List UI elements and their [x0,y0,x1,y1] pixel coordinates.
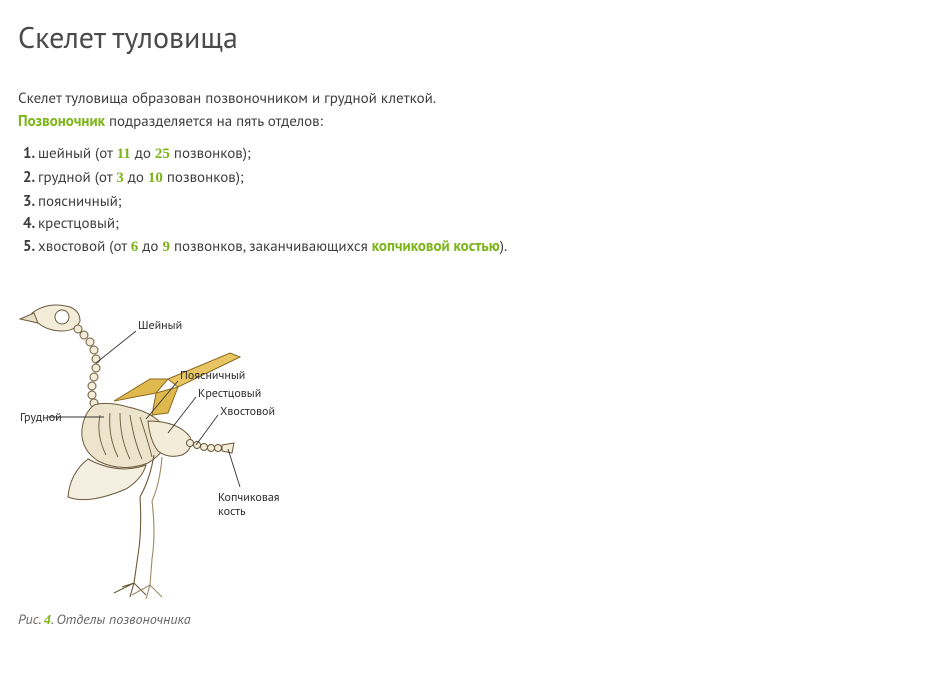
label-pygostyle-1: Копчиковая [218,490,280,505]
spine-sections-list: шейный (от 11 до 25 позвонков); грудной … [18,143,922,259]
text: до [138,237,162,256]
caption-prefix: Рис. [18,610,44,628]
number: 9 [162,239,170,255]
number: 10 [148,170,163,186]
text: ). [500,237,507,256]
number: 25 [155,146,170,162]
caption-number: 4 [44,613,51,628]
label-caudal: Хвостовой [220,404,275,419]
caption-suffix: . Отделы позвоночника [51,610,191,628]
caudal-vertebrae-icon [187,439,222,451]
cervical-vertebrae-icon [74,325,100,407]
term-pygostyle: копчиковой костью [372,237,500,256]
text: позвонков, заканчивающихся [170,237,372,256]
label-sacral: Крестцовый [198,386,261,401]
text: шейный (от [38,144,117,163]
figure: Шейный Грудной Поясничный Крестцовый Хво… [18,283,922,631]
list-item: хвостовой (от 6 до 9 позвонков, заканчив… [38,236,922,259]
text: позвонков); [170,144,251,163]
term-spine: Позвоночник [18,112,105,131]
text: позвонков); [163,168,244,187]
text: грудной (от [38,168,116,187]
figure-caption: Рис. 4. Отделы позвоночника [18,609,922,631]
text: хвостовой (от [38,237,131,256]
number: 11 [117,146,131,162]
label-thoracic: Грудной [20,410,62,425]
label-lumbar: Поясничный [180,368,245,383]
list-item: крестцовый; [38,213,922,235]
list-item: поясничный; [38,191,922,213]
label-cervical: Шейный [138,318,182,333]
list-item: грудной (от 3 до 10 позвонков); [38,167,922,190]
intro-line-2-rest: подразделяется на пять отделов: [105,112,323,131]
bird-skeleton-diagram: Шейный Грудной Поясничный Крестцовый Хво… [18,283,328,603]
page-title: Скелет туловища [18,16,922,60]
eye-socket-icon [55,310,69,324]
text: до [131,144,155,163]
label-pygostyle-2: кость [218,504,246,519]
number: 3 [116,170,124,186]
text: до [124,168,148,187]
list-item: шейный (от 11 до 25 позвонков); [38,143,922,166]
intro-line-1: Скелет туловища образован позвоночником … [18,88,922,110]
pygostyle-icon [222,443,234,453]
intro-line-2: Позвоночник подразделяется на пять отдел… [18,111,922,133]
